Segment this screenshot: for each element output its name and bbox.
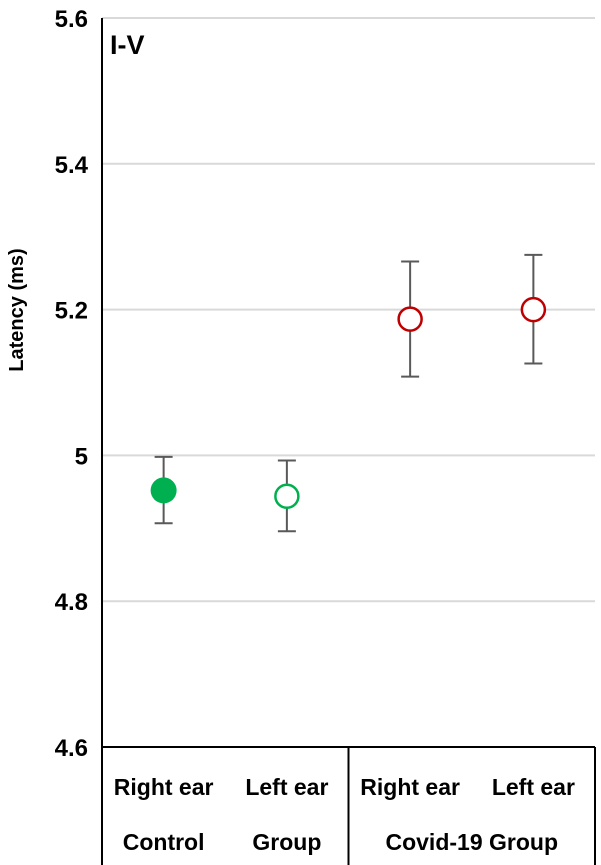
y-tick-label: 5.2 <box>55 298 88 325</box>
data-point-marker <box>397 306 423 332</box>
category-label: Left ear <box>245 774 328 800</box>
data-point-marker <box>150 477 177 504</box>
data-markers <box>150 296 547 509</box>
group-label: Covid-19 Group <box>385 829 558 855</box>
y-tick-label: 5.6 <box>55 6 88 33</box>
category-label: Left ear <box>492 774 575 800</box>
y-axis-label: Latency (ms) <box>6 248 28 371</box>
data-point-marker <box>274 483 300 509</box>
group-label: Control <box>123 829 205 855</box>
group-labels: Control Group Covid-19 Group <box>123 829 558 855</box>
y-tick-labels: 4.6 4.8 5 5.2 5.4 5.6 <box>55 6 89 762</box>
data-point-marker <box>520 296 547 323</box>
category-dividers <box>101 747 596 865</box>
y-tick-label: 5 <box>75 443 88 470</box>
y-tick-label: 5.4 <box>55 152 89 179</box>
error-bars <box>154 253 543 533</box>
y-tick-label: 4.6 <box>55 735 88 762</box>
grid-lines <box>102 17 595 603</box>
category-label: Right ear <box>360 774 460 800</box>
panel-label: I-V <box>110 30 145 60</box>
y-tick-label: 4.8 <box>55 589 88 616</box>
group-label: Group <box>252 829 321 855</box>
category-labels: Right ear Left ear Right ear Left ear <box>114 774 575 800</box>
category-label: Right ear <box>114 774 214 800</box>
